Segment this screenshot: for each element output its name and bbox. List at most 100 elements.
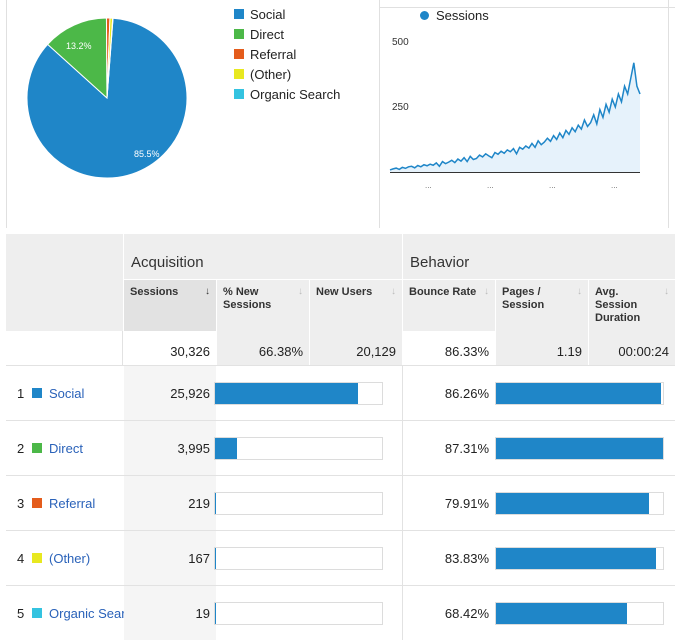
x-tick-label: ... — [425, 181, 432, 190]
total-new-users: 20,129 — [310, 331, 402, 365]
row-sessions: 219 — [188, 496, 210, 511]
row-channel-link[interactable]: Referral — [49, 496, 96, 511]
legend-item[interactable]: Organic Search — [234, 84, 340, 104]
data-table: Acquisition Behavior Sessions ↓ % New Se… — [6, 234, 675, 640]
row-bounce-rate: 87.31% — [444, 441, 489, 456]
sessions-bar-fill — [215, 438, 237, 459]
row-rank: 5 — [17, 606, 25, 621]
legend-label: Direct — [250, 26, 284, 42]
sort-arrow-icon[interactable]: ↓ — [484, 286, 489, 297]
row-sessions: 19 — [195, 606, 210, 621]
row-color-swatch — [32, 388, 42, 398]
row-channel-link[interactable]: Organic Sear — [49, 606, 124, 621]
row-channel-link[interactable]: Direct — [49, 441, 83, 456]
total-bounce-rate: 86.33% — [444, 344, 489, 359]
bounce-bar-fill — [496, 603, 627, 624]
legend-swatch — [234, 49, 244, 59]
panel-divider — [379, 0, 380, 228]
acquisition-group-header: Acquisition — [124, 234, 402, 279]
row-sessions: 25,926 — [170, 386, 210, 401]
col-header-pages-session[interactable]: Pages / Session ↓ — [496, 280, 588, 331]
legend-item[interactable]: (Other) — [234, 64, 340, 84]
y-tick-label: 500 — [392, 37, 409, 48]
row-channel-link[interactable]: Social — [49, 386, 85, 401]
row-bounce-rate: 68.42% — [444, 606, 489, 621]
table-row: 1 Social 25,926 86.26% — [6, 365, 675, 420]
row-rank: 3 — [17, 496, 25, 511]
bounce-bar — [495, 547, 664, 570]
x-tick-label: ... — [487, 181, 494, 190]
sessions-legend-label: Sessions — [436, 8, 489, 23]
sessions-legend-dot — [420, 11, 429, 20]
row-rank: 2 — [17, 441, 25, 456]
table-row: 2 Direct 3,995 87.31% — [6, 420, 675, 475]
legend-swatch — [234, 29, 244, 39]
line-legend: Sessions — [420, 8, 489, 23]
sessions-area — [390, 62, 640, 172]
top-panel: 85.5% 13.2% Social Direct Referral (Other) Or… — [0, 0, 675, 228]
sessions-column-bg — [124, 365, 216, 640]
x-tick-label: ... — [549, 181, 556, 190]
legend-item[interactable]: Direct — [234, 24, 340, 44]
col-header-new-users[interactable]: New Users ↓ — [310, 280, 402, 331]
panel-top-border — [380, 7, 675, 8]
sessions-bar — [214, 547, 383, 570]
col-header-new-sessions[interactable]: % New Sessions ↓ — [217, 280, 309, 331]
acquisition-title: Acquisition — [131, 254, 204, 271]
sessions-line-chart[interactable]: 250 500............ — [380, 0, 668, 228]
col-header-sessions[interactable]: Sessions ↓ — [124, 280, 216, 331]
bounce-bar — [495, 602, 664, 625]
header-dimension-cell — [6, 234, 123, 331]
row-sessions: 167 — [188, 551, 210, 566]
behavior-title: Behavior — [410, 254, 470, 271]
col-header-avg-duration[interactable]: Avg. Session Duration ↓ — [589, 280, 675, 331]
legend-label: Social — [250, 6, 286, 22]
bounce-bar — [495, 382, 664, 405]
row-channel-link[interactable]: (Other) — [49, 551, 91, 566]
y-tick-label: 250 — [392, 102, 409, 113]
table-row: 3 Referral 219 79.91% — [6, 475, 675, 530]
behavior-divider — [402, 365, 403, 640]
sessions-bar — [214, 492, 383, 515]
sort-arrow-icon[interactable]: ↓ — [205, 286, 210, 297]
sort-arrow-icon[interactable]: ↓ — [298, 286, 303, 297]
pie-slice-organic[interactable] — [106, 17, 114, 99]
row-rank: 4 — [17, 551, 25, 566]
row-color-swatch — [32, 498, 42, 508]
pie-slice-direct[interactable] — [46, 17, 108, 100]
panel-right-border — [668, 0, 669, 228]
x-tick-label: ... — [611, 181, 618, 190]
sessions-bar-fill — [215, 548, 216, 569]
row-bounce-rate: 79.91% — [444, 496, 489, 511]
row-color-swatch — [32, 608, 42, 618]
bounce-bar-fill — [496, 493, 649, 514]
panel-left-border — [6, 0, 7, 228]
pie-label-social: 85.5% — [134, 149, 160, 159]
sessions-bar — [214, 382, 383, 405]
sessions-bar-fill — [215, 383, 358, 404]
sessions-line[interactable] — [389, 62, 641, 171]
table-row: 5 Organic Sear 19 68.42% — [6, 585, 675, 640]
pie-chart[interactable]: 85.5% 13.2% — [0, 0, 234, 228]
col-header-bounce-rate[interactable]: Bounce Rate ↓ — [403, 280, 495, 331]
legend-item[interactable]: Social — [234, 4, 340, 24]
table-row: 4 (Other) 167 83.83% — [6, 530, 675, 585]
sessions-bar-fill — [215, 493, 216, 514]
total-avg-duration: 00:00:24 — [589, 331, 675, 365]
pie-legend: Social Direct Referral (Other) Organic Searc… — [234, 4, 340, 104]
row-color-swatch — [32, 553, 42, 563]
bounce-bar — [495, 492, 664, 515]
legend-label: Organic Search — [250, 86, 341, 102]
sort-arrow-icon[interactable]: ↓ — [391, 286, 396, 297]
legend-label: Referral — [250, 46, 297, 62]
legend-swatch — [234, 89, 244, 99]
total-sessions: 30,326 — [170, 344, 210, 359]
sort-arrow-icon[interactable]: ↓ — [664, 286, 669, 297]
sort-arrow-icon[interactable]: ↓ — [577, 286, 582, 297]
pie-label-direct: 13.2% — [66, 41, 92, 51]
legend-item[interactable]: Referral — [234, 44, 340, 64]
sessions-line-chart-panel: 250 500............ Sessions — [380, 0, 668, 228]
row-bounce-rate: 83.83% — [444, 551, 489, 566]
bounce-bar-fill — [496, 548, 656, 569]
total-pages-session: 1.19 — [496, 331, 588, 365]
